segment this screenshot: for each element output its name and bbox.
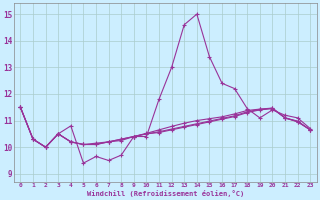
X-axis label: Windchill (Refroidissement éolien,°C): Windchill (Refroidissement éolien,°C) — [87, 190, 244, 197]
